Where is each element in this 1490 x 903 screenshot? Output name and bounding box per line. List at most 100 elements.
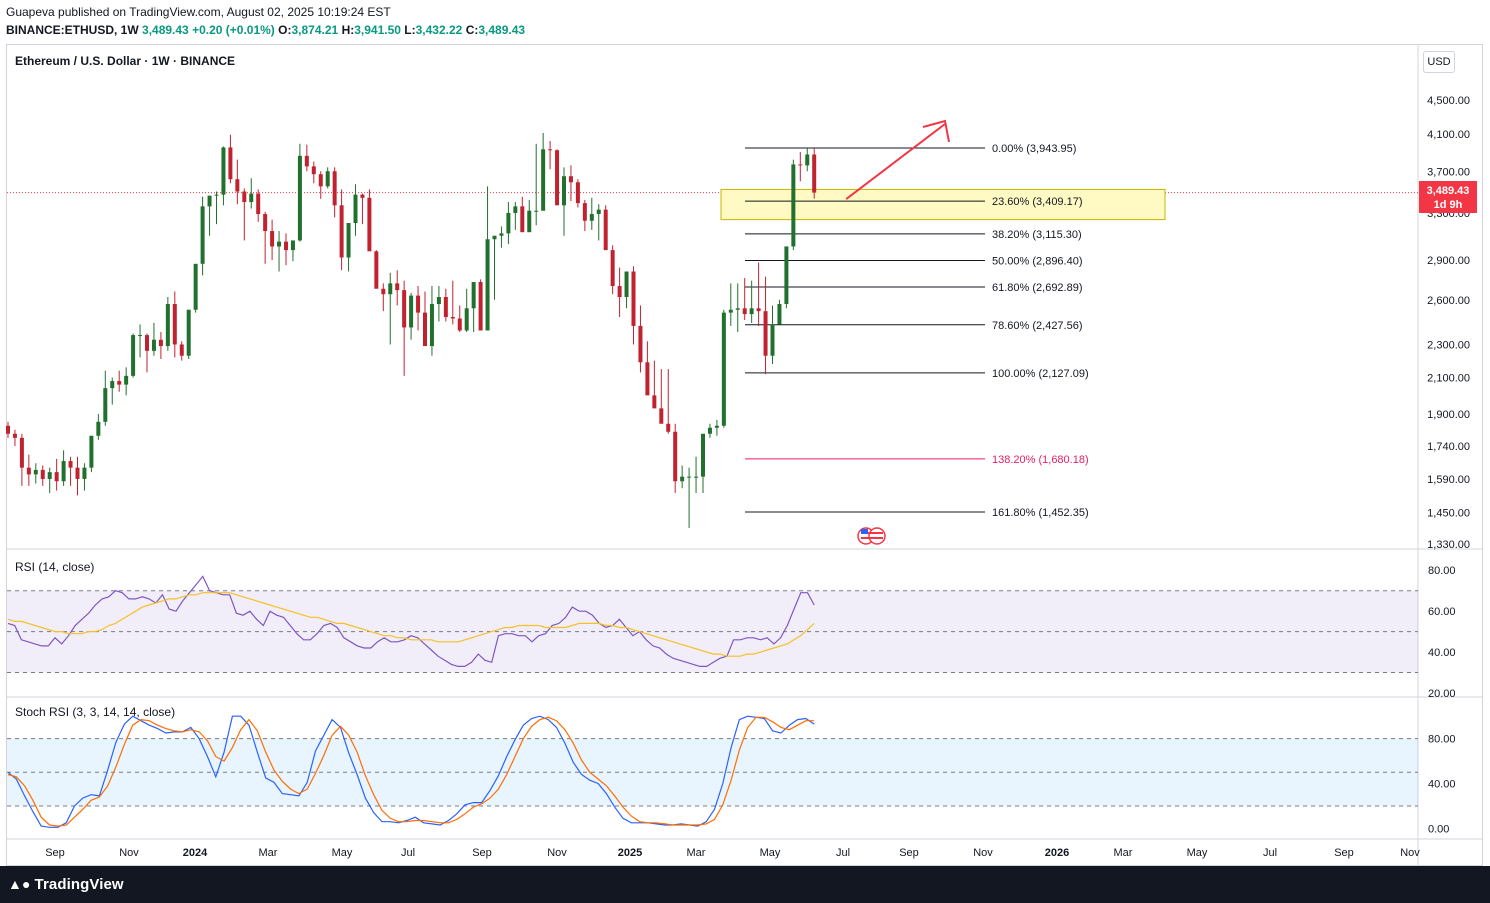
bullish-candle[interactable] [249, 193, 254, 203]
bullish-candle[interactable] [297, 155, 302, 241]
bearish-candle[interactable] [617, 286, 622, 298]
bullish-candle[interactable] [388, 283, 393, 295]
rsi-title[interactable]: RSI (14, close) [15, 560, 94, 574]
bullish-candle[interactable] [409, 295, 414, 328]
bullish-candle[interactable] [277, 241, 282, 247]
bearish-candle[interactable] [374, 251, 379, 289]
bullish-candle[interactable] [131, 335, 136, 376]
bearish-candle[interactable] [478, 282, 483, 331]
bearish-candle[interactable] [26, 467, 31, 475]
bullish-candle[interactable] [464, 308, 469, 331]
bullish-candle[interactable] [165, 304, 170, 347]
bullish-candle[interactable] [777, 304, 782, 325]
bullish-candle[interactable] [687, 476, 692, 478]
bullish-candle[interactable] [721, 312, 726, 426]
bearish-candle[interactable] [631, 271, 636, 326]
bearish-candle[interactable] [256, 193, 261, 215]
bullish-candle[interactable] [596, 209, 601, 215]
bearish-candle[interactable] [284, 241, 288, 251]
bearish-candle[interactable] [12, 433, 17, 438]
bearish-candle[interactable] [638, 325, 643, 363]
trend-arrow[interactable] [845, 123, 946, 200]
bullish-candle[interactable] [694, 476, 699, 478]
bearish-candle[interactable] [673, 431, 678, 482]
bearish-candle[interactable] [228, 147, 233, 180]
bullish-candle[interactable] [791, 164, 796, 247]
bullish-candle[interactable] [562, 176, 566, 206]
bullish-candle[interactable] [513, 206, 518, 213]
bearish-candle[interactable] [402, 290, 407, 328]
bearish-candle[interactable] [117, 381, 122, 385]
bearish-candle[interactable] [520, 206, 525, 233]
bearish-candle[interactable] [457, 318, 462, 331]
bullish-candle[interactable] [506, 212, 511, 234]
bullish-candle[interactable] [61, 461, 66, 482]
bearish-candle[interactable] [423, 312, 427, 347]
bearish-candle[interactable] [75, 467, 80, 479]
bearish-candle[interactable] [270, 231, 275, 247]
bearish-candle[interactable] [568, 176, 573, 183]
bearish-candle[interactable] [450, 317, 455, 319]
currency-selector[interactable]: USD [1423, 51, 1455, 73]
bearish-candle[interactable] [242, 191, 247, 203]
bullish-candle[interactable] [82, 467, 87, 479]
bullish-candle[interactable] [110, 381, 115, 389]
bullish-candle[interactable] [624, 271, 629, 298]
bullish-candle[interactable] [680, 476, 685, 482]
bullish-candle[interactable] [124, 375, 129, 385]
bearish-candle[interactable] [360, 194, 365, 198]
bearish-candle[interactable] [381, 288, 386, 295]
bullish-candle[interactable] [353, 194, 358, 224]
bearish-candle[interactable] [395, 283, 400, 291]
bearish-candle[interactable] [798, 164, 803, 166]
bullish-candle[interactable] [325, 171, 330, 187]
tradingview-logo[interactable]: ▲● TradingView [8, 876, 124, 893]
bullish-candle[interactable] [589, 214, 594, 221]
bullish-candle[interactable] [784, 246, 789, 305]
bullish-candle[interactable] [527, 210, 532, 233]
rsi-ma-line[interactable] [7, 592, 815, 657]
bearish-candle[interactable] [172, 304, 177, 345]
bullish-candle[interactable] [429, 304, 434, 347]
stoch-rsi-title[interactable]: Stoch RSI (3, 3, 14, 14, close) [15, 705, 175, 719]
bearish-candle[interactable] [756, 308, 761, 312]
bearish-candle[interactable] [666, 423, 671, 432]
bullish-candle[interactable] [728, 309, 733, 313]
bullish-candle[interactable] [290, 240, 295, 251]
bullish-candle[interactable] [749, 308, 754, 315]
bullish-candle[interactable] [96, 421, 101, 436]
bullish-candle[interactable] [534, 210, 539, 212]
bearish-candle[interactable] [19, 437, 24, 468]
bearish-candle[interactable] [54, 472, 59, 482]
bearish-candle[interactable] [367, 197, 372, 252]
bearish-candle[interactable] [263, 214, 268, 232]
bearish-candle[interactable] [179, 344, 184, 356]
bearish-candle[interactable] [659, 408, 664, 424]
bearish-candle[interactable] [582, 203, 587, 221]
bullish-candle[interactable] [735, 308, 740, 310]
bullish-candle[interactable] [186, 309, 191, 356]
bullish-candle[interactable] [436, 297, 441, 305]
bullish-candle[interactable] [214, 194, 219, 196]
bearish-candle[interactable] [40, 469, 45, 479]
bearish-candle[interactable] [318, 174, 323, 187]
bearish-candle[interactable] [145, 335, 149, 351]
bullish-candle[interactable] [151, 339, 156, 351]
bullish-candle[interactable] [541, 149, 546, 211]
bearish-candle[interactable] [652, 395, 657, 409]
stoch-k-line[interactable] [7, 715, 815, 828]
bearish-candle[interactable] [304, 155, 309, 167]
bullish-candle[interactable] [492, 235, 497, 240]
bullish-candle[interactable] [485, 239, 490, 331]
bullish-candle[interactable] [138, 335, 143, 337]
bearish-candle[interactable] [548, 149, 553, 151]
bearish-candle[interactable] [763, 311, 768, 356]
bullish-candle[interactable] [499, 233, 504, 236]
bearish-candle[interactable] [332, 171, 337, 206]
bearish-candle[interactable] [575, 182, 580, 204]
bullish-candle[interactable] [200, 206, 205, 264]
bullish-candle[interactable] [471, 282, 476, 309]
bearish-candle[interactable] [416, 295, 421, 313]
bearish-candle[interactable] [68, 461, 73, 468]
